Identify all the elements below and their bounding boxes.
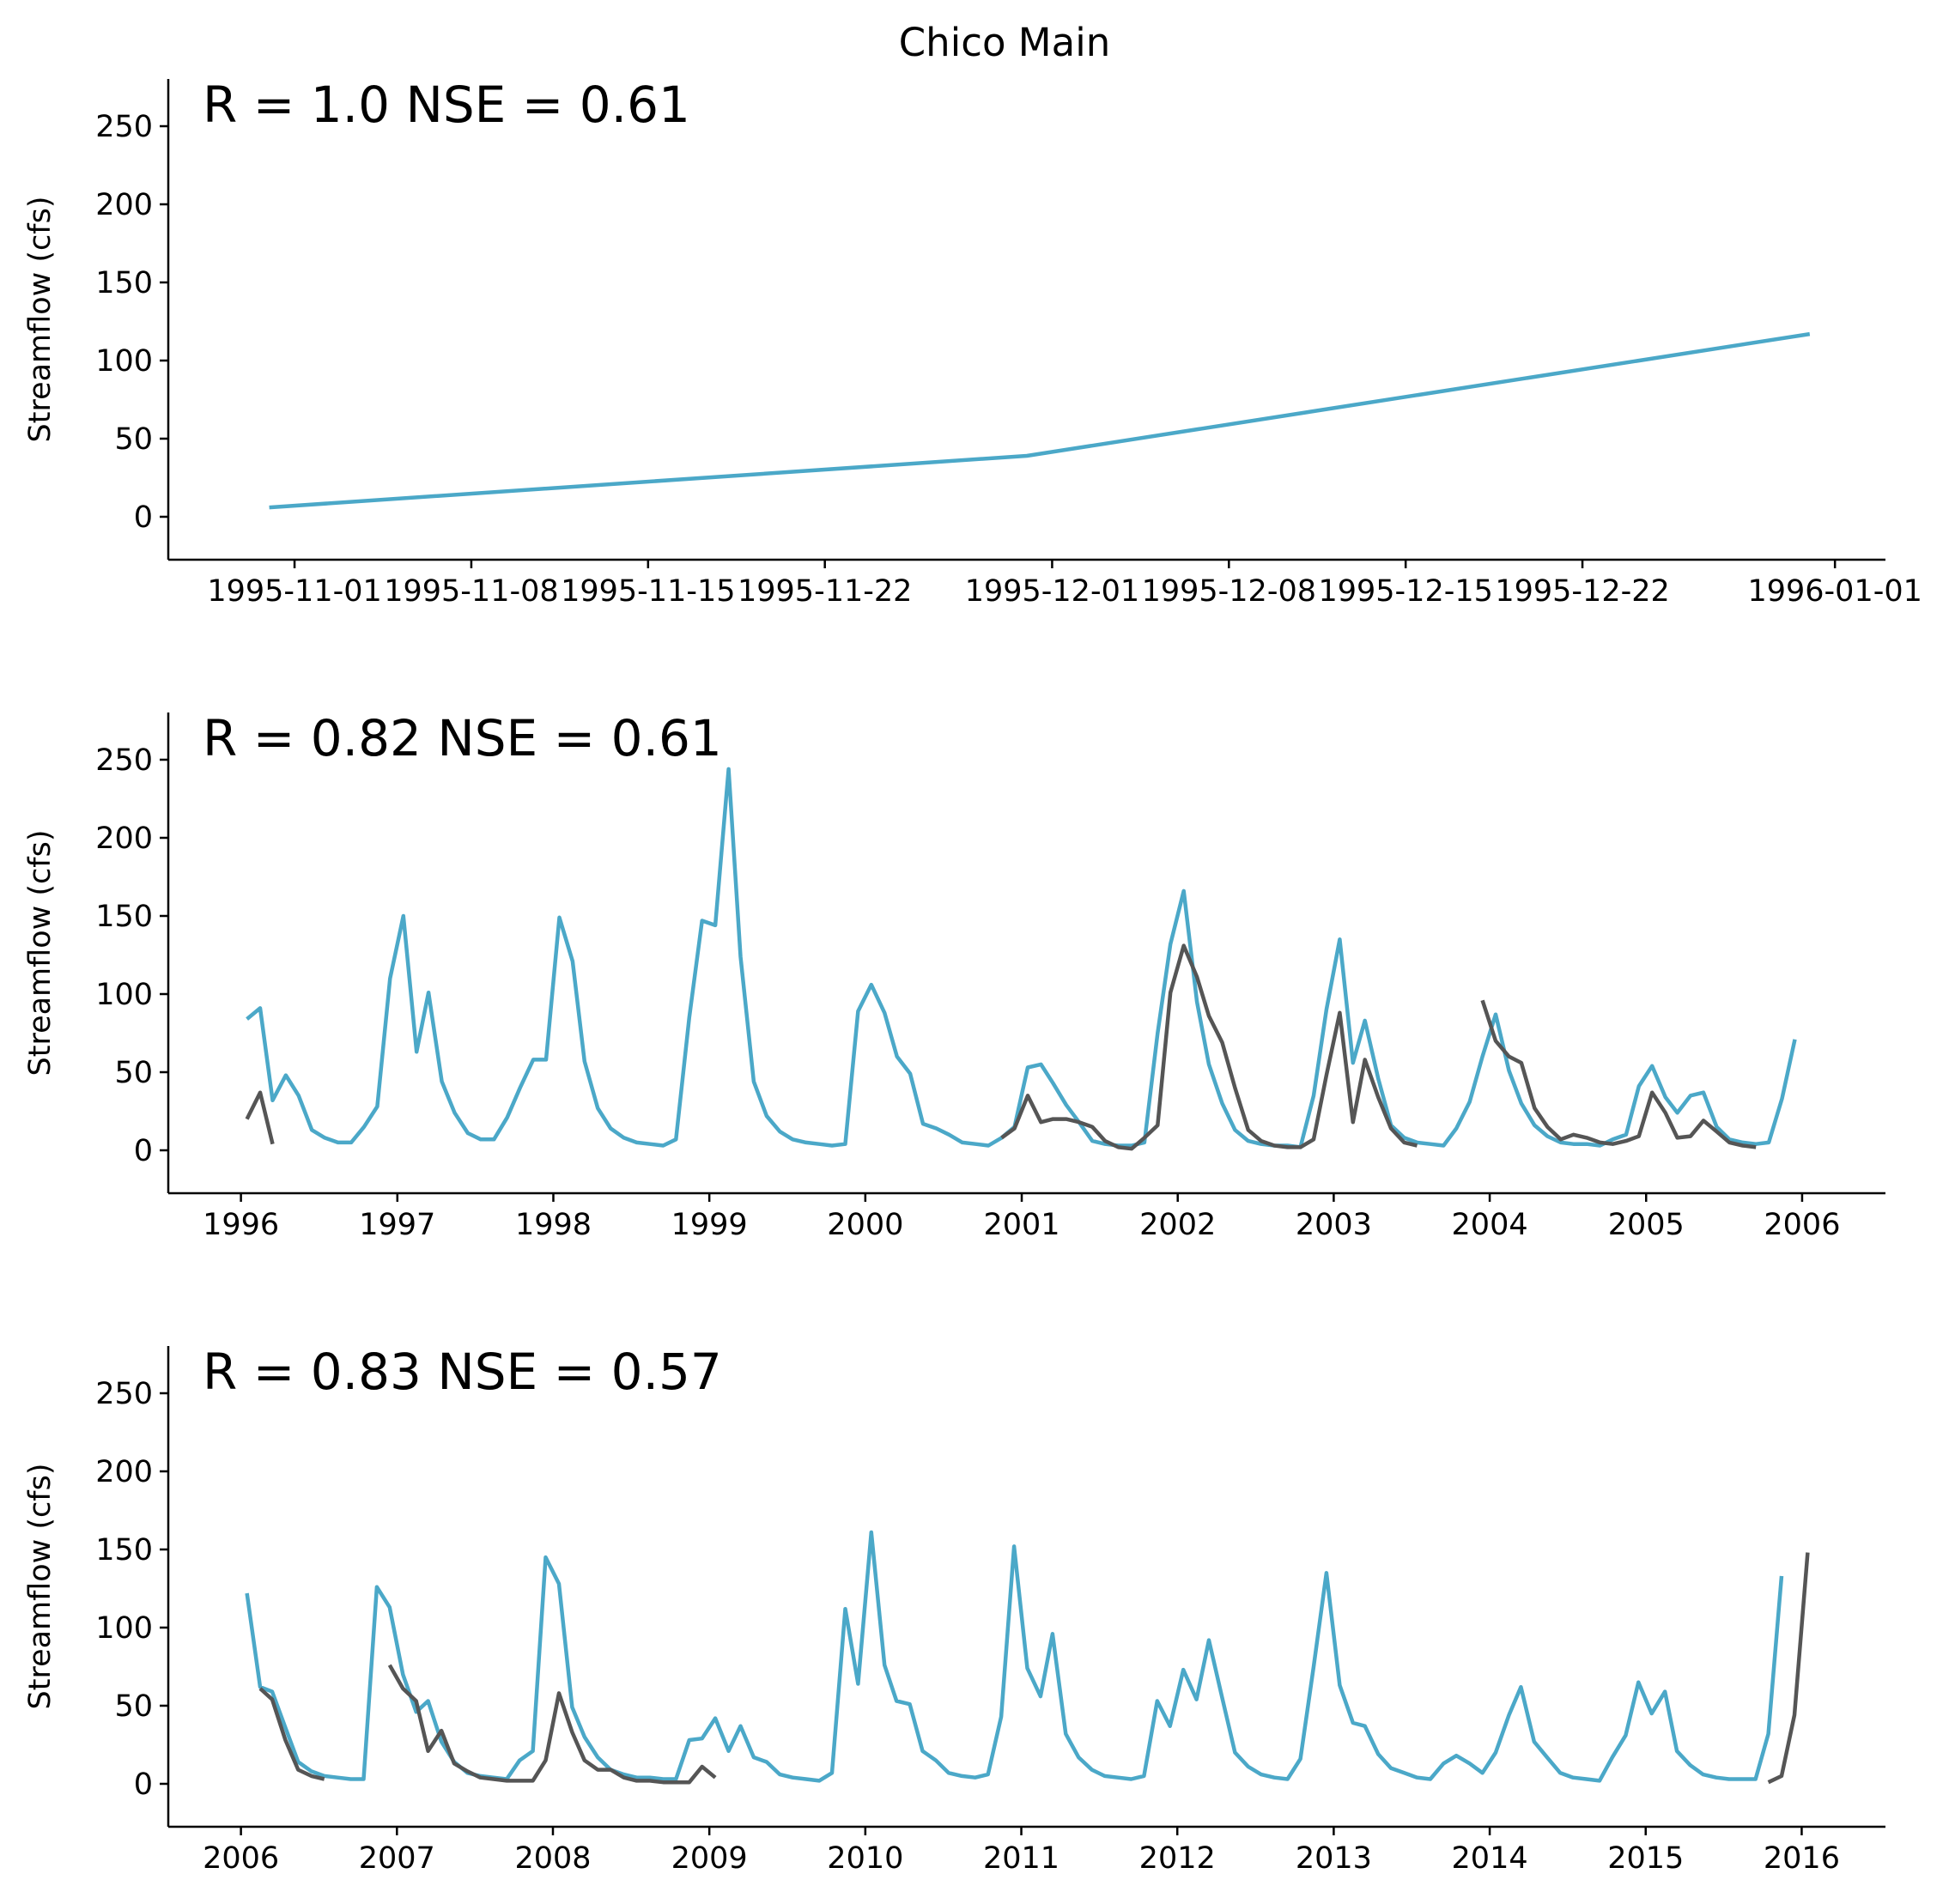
x-tick-label: 1995-12-15 — [1318, 574, 1492, 609]
y-tick-label: 100 — [95, 978, 153, 1012]
x-tick-label: 2016 — [1764, 1841, 1840, 1876]
metrics-annotation: R = 0.83 NSE = 0.57 — [203, 1343, 722, 1401]
metrics-annotation: R = 1.0 NSE = 0.61 — [203, 76, 690, 134]
x-tick-label: 1995-12-01 — [965, 574, 1139, 609]
x-tick-label: 2000 — [827, 1208, 903, 1242]
x-tick-label: 1996 — [203, 1208, 279, 1242]
x-tick-label: 2008 — [514, 1841, 591, 1876]
y-tick-label: 150 — [95, 266, 153, 300]
x-tick-label: 1995-11-08 — [384, 574, 558, 609]
x-tick-label: 2013 — [1296, 1841, 1372, 1876]
y-tick-label: 50 — [114, 1056, 153, 1090]
observed-series-line — [1000, 943, 1418, 1151]
y-tick-label: 200 — [95, 822, 153, 856]
x-tick-label: 1998 — [515, 1208, 592, 1242]
y-tick-label: 200 — [95, 1455, 153, 1489]
y-tick-label: 0 — [134, 1768, 153, 1802]
x-tick-label: 1995-11-22 — [738, 574, 912, 609]
metrics-annotation: R = 0.82 NSE = 0.61 — [203, 709, 722, 767]
x-tick-label: 1995-12-22 — [1495, 574, 1669, 609]
panel-middle: 0 50 100 150 200 250 1996 1997 1998 1999 2000 2001 2… — [23, 709, 1885, 1242]
x-tick-label: 1995-11-01 — [207, 574, 381, 609]
y-tick-label: 0 — [134, 1134, 153, 1168]
observed-series-line — [387, 1664, 717, 1785]
x-tick-label: 2015 — [1607, 1841, 1684, 1876]
x-tick-label: 1997 — [359, 1208, 435, 1242]
y-axis-label: Streamflow (cfs) — [23, 197, 58, 443]
x-tick-label: 2005 — [1608, 1208, 1685, 1242]
panel-bottom: 0 50 100 150 200 250 2006 2007 2008 2009 2010 2011 2… — [23, 1343, 1885, 1876]
y-tick-label: 0 — [134, 500, 153, 535]
y-tick-label: 100 — [95, 1611, 153, 1646]
y-axis-label: Streamflow (cfs) — [23, 830, 58, 1076]
simulated-series-line — [269, 331, 1811, 510]
x-tick-label: 2009 — [671, 1841, 748, 1876]
y-tick-label: 100 — [95, 344, 153, 379]
observed-series-line — [1767, 1552, 1810, 1785]
x-tick-label: 2004 — [1452, 1208, 1528, 1242]
observed-series-line — [258, 1687, 325, 1781]
y-axis-label: Streamflow (cfs) — [23, 1464, 58, 1710]
observed-series-line — [245, 1090, 275, 1145]
x-tick-label: 2007 — [359, 1841, 435, 1876]
observed-series-line — [1480, 999, 1757, 1149]
simulated-series-line — [245, 1530, 1784, 1783]
figure-title: Chico Main — [899, 20, 1110, 65]
x-tick-label: 1999 — [671, 1208, 748, 1242]
x-tick-label: 2012 — [1139, 1841, 1216, 1876]
y-tick-label: 150 — [95, 1533, 153, 1567]
x-tick-label: 2003 — [1296, 1208, 1372, 1242]
y-tick-label: 50 — [114, 422, 153, 457]
x-tick-label: 2002 — [1139, 1208, 1216, 1242]
x-tick-label: 2014 — [1452, 1841, 1528, 1876]
y-tick-label: 50 — [114, 1689, 153, 1724]
y-tick-label: 150 — [95, 900, 153, 934]
y-tick-label: 250 — [95, 1377, 153, 1411]
x-tick-label: 2010 — [827, 1841, 903, 1876]
x-tick-label: 2011 — [983, 1841, 1059, 1876]
simulated-series-line — [246, 767, 1797, 1149]
y-tick-label: 250 — [95, 110, 153, 144]
x-tick-label: 2006 — [203, 1841, 279, 1876]
x-tick-label: 1995-11-15 — [561, 574, 735, 609]
x-tick-label: 1995-12-08 — [1142, 574, 1316, 609]
y-tick-label: 250 — [95, 743, 153, 778]
x-tick-label: 2006 — [1764, 1208, 1840, 1242]
x-tick-label: 2001 — [983, 1208, 1059, 1242]
x-tick-label: 1996-01-01 — [1747, 574, 1922, 609]
y-tick-label: 200 — [95, 188, 153, 222]
